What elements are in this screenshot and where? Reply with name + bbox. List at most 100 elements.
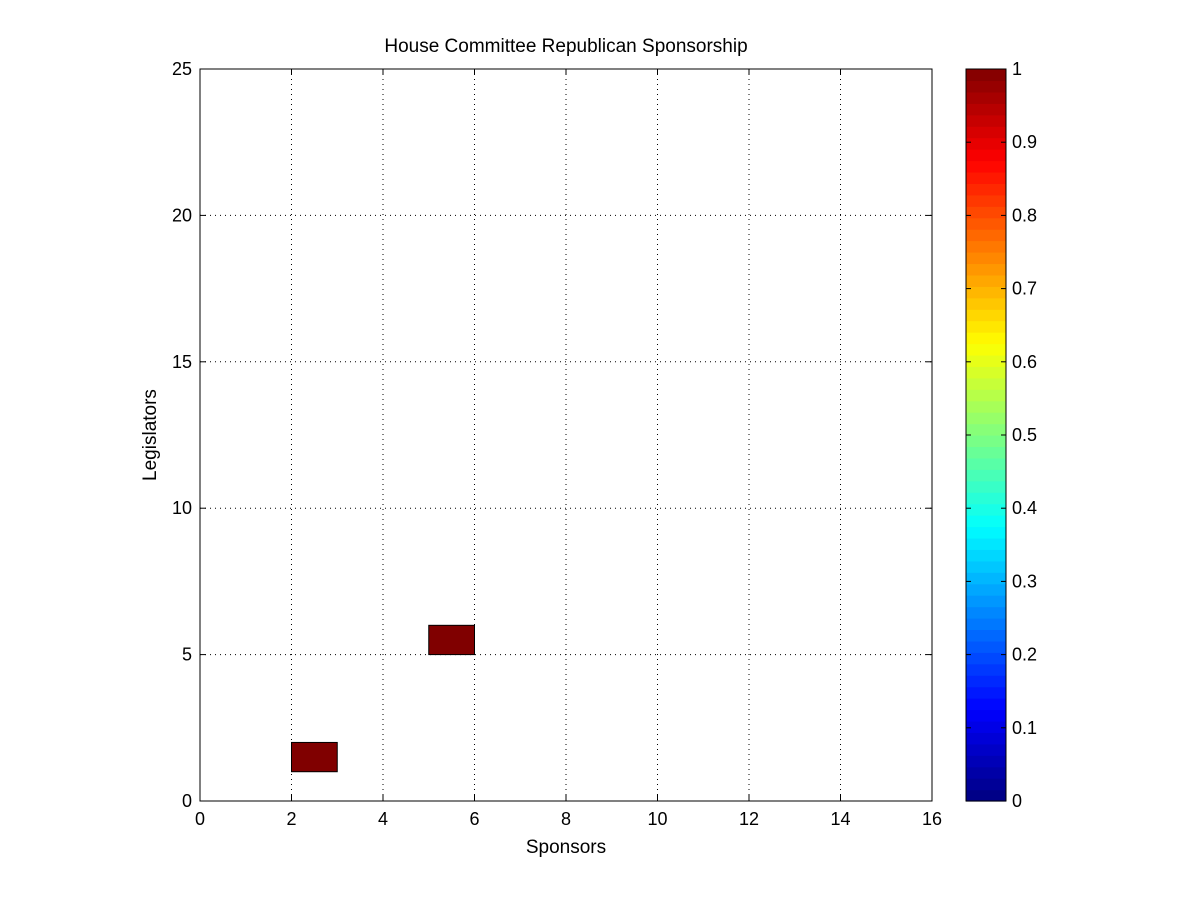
colorbar-level <box>966 263 1006 276</box>
y-tick-label: 15 <box>172 352 192 372</box>
colorbar-level <box>966 560 1006 573</box>
colorbar-level <box>966 492 1006 505</box>
colorbar-level <box>966 69 1006 82</box>
heatmap-cell-1 <box>291 741 338 773</box>
colorbar-level <box>966 423 1006 436</box>
x-tick-label: 10 <box>647 809 667 829</box>
colorbar-tick-label: 0.5 <box>1012 425 1037 445</box>
colorbar: 0 0.1 0.2 0.3 0.4 0.5 0.6 0.7 0.8 0.9 1 <box>965 59 1037 811</box>
x-tick-label: 2 <box>286 809 296 829</box>
colorbar-tick-label: 0.3 <box>1012 571 1037 591</box>
colorbar-tick-label: 0.8 <box>1012 205 1037 225</box>
grid-lines <box>200 69 932 801</box>
chart-title: House Committee Republican Sponsorship <box>384 36 747 57</box>
colorbar-level <box>966 480 1006 493</box>
colorbar-level <box>966 698 1006 711</box>
y-axis-label: Legislators <box>140 389 161 481</box>
colorbar-level <box>966 755 1006 768</box>
colorbar-level <box>966 400 1006 413</box>
colorbar-level <box>966 526 1006 539</box>
colorbar-level <box>966 229 1006 242</box>
colorbar-level <box>966 446 1006 459</box>
x-tick-label: 4 <box>378 809 388 829</box>
colorbar-level <box>966 663 1006 676</box>
heatmap-cell-2 <box>428 624 475 656</box>
colorbar-level <box>966 675 1006 688</box>
colorbar-tick-label: 0.6 <box>1012 352 1037 372</box>
colorbar-level <box>966 297 1006 310</box>
colorbar-level <box>966 309 1006 322</box>
colorbar-level <box>966 194 1006 207</box>
heatmap-cells <box>291 624 475 773</box>
colorbar-level <box>966 354 1006 367</box>
colorbar-level <box>966 377 1006 390</box>
colorbar-tick-label: 0.2 <box>1012 645 1037 665</box>
colorbar-level <box>966 366 1006 379</box>
colorbar-level <box>966 469 1006 482</box>
colorbar-level <box>966 137 1006 150</box>
colorbar-level <box>966 457 1006 470</box>
colorbar-level <box>966 709 1006 722</box>
colorbar-level <box>966 743 1006 756</box>
colorbar-tick-label: 0.1 <box>1012 718 1037 738</box>
colorbar-tick-label: 0 <box>1012 791 1022 811</box>
colorbar-level <box>966 206 1006 219</box>
colorbar-level <box>966 412 1006 425</box>
colorbar-level <box>966 91 1006 104</box>
colorbar-level <box>966 549 1006 562</box>
colorbar-level <box>966 149 1006 162</box>
colorbar-level <box>966 435 1006 448</box>
colorbar-level <box>966 126 1006 139</box>
colorbar-level <box>966 343 1006 356</box>
colorbar-level <box>966 171 1006 184</box>
colorbar-level <box>966 583 1006 596</box>
colorbar-level <box>966 240 1006 253</box>
colorbar-level <box>966 389 1006 402</box>
x-tick-label: 0 <box>195 809 205 829</box>
y-tick-label: 0 <box>182 791 192 811</box>
colorbar-level <box>966 572 1006 585</box>
colorbar-level <box>966 778 1006 791</box>
plot-area: 0 2 4 6 8 10 12 14 16 0 5 10 15 20 25 <box>172 59 942 829</box>
colorbar-level <box>966 183 1006 196</box>
colorbar-level <box>966 160 1006 173</box>
colorbar-level <box>966 103 1006 116</box>
colorbar-level <box>966 732 1006 745</box>
colorbar-level <box>966 114 1006 127</box>
colorbar-level <box>966 252 1006 265</box>
x-tick-label: 14 <box>830 809 850 829</box>
colorbar-gradient <box>966 69 1006 802</box>
colorbar-level <box>966 595 1006 608</box>
colorbar-tick-label: 1 <box>1012 59 1022 79</box>
colorbar-level <box>966 618 1006 631</box>
colorbar-level <box>966 652 1006 665</box>
x-axis-label: Sponsors <box>526 837 606 858</box>
colorbar-level <box>966 606 1006 619</box>
colorbar-level <box>966 537 1006 550</box>
colorbar-level <box>966 503 1006 516</box>
colorbar-level <box>966 766 1006 779</box>
y-tick-label: 10 <box>172 498 192 518</box>
x-tick-label: 12 <box>739 809 759 829</box>
colorbar-tick-label: 0.7 <box>1012 279 1037 299</box>
x-tick-label: 6 <box>469 809 479 829</box>
colorbar-level <box>966 629 1006 642</box>
colorbar-level <box>966 217 1006 230</box>
colorbar-level <box>966 789 1006 802</box>
y-tick-label: 25 <box>172 59 192 79</box>
colorbar-level <box>966 686 1006 699</box>
colorbar-tick-label: 0.4 <box>1012 498 1037 518</box>
colorbar-ticks: 0 0.1 0.2 0.3 0.4 0.5 0.6 0.7 0.8 0.9 1 <box>966 59 1037 811</box>
colorbar-level <box>966 515 1006 528</box>
y-tick-label: 20 <box>172 205 192 225</box>
colorbar-level <box>966 286 1006 299</box>
x-axis-ticks: 0 2 4 6 8 10 12 14 16 <box>195 69 942 829</box>
colorbar-tick-label: 0.9 <box>1012 132 1037 152</box>
y-axis-ticks: 0 5 10 15 20 25 <box>172 59 932 811</box>
colorbar-level <box>966 274 1006 287</box>
x-tick-label: 16 <box>922 809 942 829</box>
colorbar-level <box>966 332 1006 345</box>
colorbar-level <box>966 320 1006 333</box>
colorbar-level <box>966 80 1006 93</box>
